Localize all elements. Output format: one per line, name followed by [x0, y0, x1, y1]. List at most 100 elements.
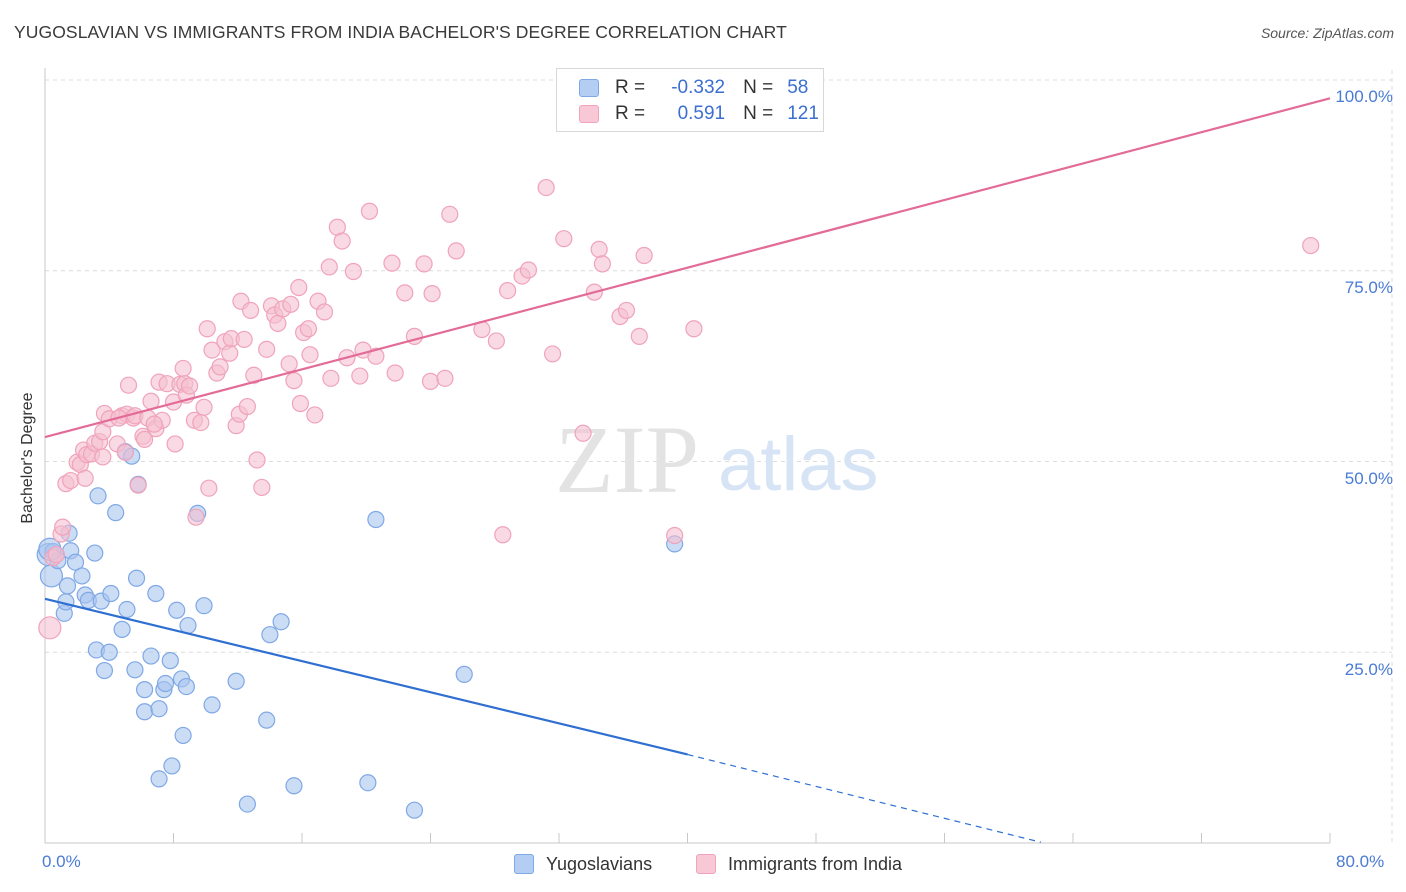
data-point [290, 278, 308, 297]
bottom-legend-label: Yugoslavians [546, 853, 653, 874]
data-point [127, 569, 146, 587]
legend-n-value: 58 [787, 77, 809, 98]
data-point [198, 320, 216, 338]
legend-row-yugoslavians: R = -0.332 N = 58 [579, 76, 808, 100]
data-point [593, 255, 611, 273]
data-point [195, 398, 213, 416]
data-point [118, 600, 136, 619]
data-point [685, 320, 703, 338]
bottom-legend-swatch-pink [696, 854, 716, 874]
data-point [245, 366, 263, 384]
data-point [285, 372, 303, 390]
data-point [47, 545, 65, 564]
data-point [487, 332, 505, 350]
data-point [161, 652, 179, 670]
bottom-legend-india[interactable]: Immigrants from India [696, 852, 902, 876]
data-point [100, 643, 118, 661]
y-tick-50: 50.0% [1344, 469, 1393, 488]
data-point [383, 254, 401, 272]
data-point [38, 616, 62, 640]
data-point [227, 672, 245, 690]
data-point [261, 626, 279, 644]
axes [44, 68, 1331, 844]
watermark-atlas: atlas [718, 422, 879, 507]
bottom-legend-swatch-blue [514, 854, 534, 874]
data-point [200, 479, 218, 497]
data-point [54, 518, 72, 536]
data-point [102, 584, 120, 603]
data-point [543, 345, 562, 363]
chart-title: YUGOSLAVIAN VS IMMIGRANTS FROM INDIA BAC… [14, 22, 787, 42]
data-point [499, 281, 517, 300]
data-point [86, 544, 104, 562]
legend-swatch-pink [579, 105, 599, 123]
data-point [238, 397, 256, 416]
legend-row-india: R = 0.591 N = 121 [579, 102, 819, 126]
data-point [187, 508, 205, 526]
bottom-legend-yugoslavians[interactable]: Yugoslavians [514, 852, 652, 876]
data-point [180, 377, 199, 395]
data-point [421, 372, 440, 390]
data-point [635, 246, 653, 265]
data-point [285, 777, 303, 795]
data-point [58, 577, 77, 595]
data-point [258, 340, 276, 358]
y-tick-25: 25.0% [1344, 660, 1393, 679]
data-point [494, 526, 512, 544]
data-point [436, 369, 454, 387]
trend-line-yugoslavians [44, 597, 688, 756]
data-point [574, 424, 592, 442]
data-point [537, 178, 555, 197]
data-point [89, 487, 107, 505]
data-point [617, 301, 636, 320]
data-point [211, 358, 229, 376]
data-point [423, 285, 441, 303]
data-point [333, 232, 351, 250]
data-point [221, 344, 239, 362]
data-point [66, 553, 85, 571]
data-point [73, 567, 91, 585]
data-point [166, 435, 184, 453]
data-point [291, 394, 309, 413]
data-point [135, 430, 154, 448]
data-point [242, 301, 260, 320]
data-point [306, 406, 324, 424]
data-point [62, 471, 80, 490]
trend-lines [44, 97, 1331, 843]
data-point [129, 476, 147, 494]
data-point [107, 504, 125, 522]
legend-r-value: 0.591 [677, 103, 726, 124]
data-point [145, 415, 163, 433]
legend-n-label: N = [743, 77, 774, 98]
legend: R = -0.332 N = 58 R = 0.591 N = 121 [556, 68, 824, 132]
legend-r-value: -0.332 [671, 77, 726, 98]
data-point [147, 584, 165, 603]
data-point [441, 205, 459, 223]
data-point [301, 346, 319, 364]
trend-line-india [44, 97, 1331, 439]
data-point [666, 526, 684, 545]
data-point [359, 774, 377, 792]
trend-line-yugoslavians-extension [687, 753, 1042, 843]
data-point [253, 478, 271, 497]
data-point [322, 369, 340, 387]
data-point [299, 320, 318, 338]
data-point [156, 674, 175, 693]
legend-r-label: R = [615, 103, 646, 124]
data-point [272, 613, 290, 631]
data-point [269, 314, 287, 332]
data-point [344, 262, 362, 281]
data-point [280, 355, 298, 373]
data-point [135, 703, 154, 721]
data-point [113, 620, 131, 638]
data-point [195, 597, 213, 615]
data-point [126, 661, 144, 679]
data-point [590, 240, 608, 258]
data-point [235, 330, 253, 349]
gridlines [45, 70, 1393, 843]
data-point [177, 677, 195, 696]
bottom-legend-label: Immigrants from India [728, 853, 903, 874]
data-point [351, 367, 369, 385]
legend-n-label: N = [743, 103, 774, 124]
